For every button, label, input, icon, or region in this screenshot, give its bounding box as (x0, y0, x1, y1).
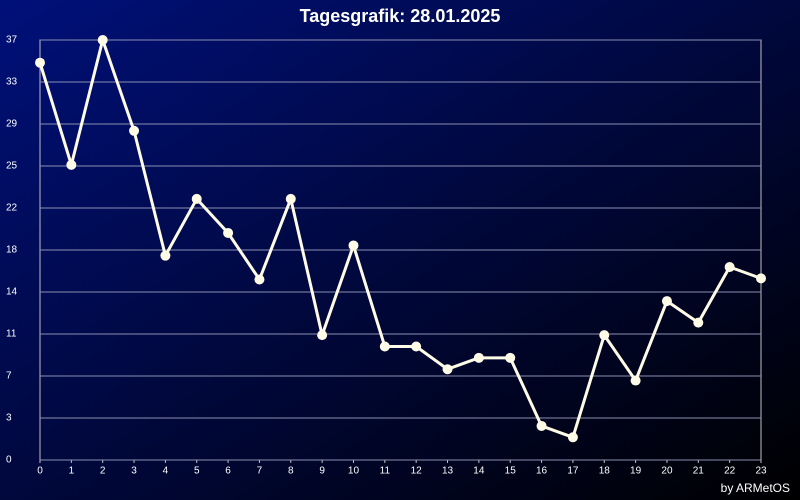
point (442, 364, 453, 375)
point (724, 262, 735, 273)
point (254, 274, 265, 285)
x-tick-label: 1 (69, 466, 75, 477)
x-tick-label: 2 (100, 466, 106, 477)
x-tick-label: 15 (505, 466, 517, 477)
y-tick-label: 33 (6, 77, 18, 88)
y-tick-label: 14 (6, 287, 18, 298)
point (630, 375, 641, 386)
x-tick-label: 20 (661, 466, 673, 477)
line (38, 38, 762, 439)
point (693, 317, 704, 328)
x-tick-label: 17 (567, 466, 579, 477)
x-tick-label: 19 (630, 466, 642, 477)
point (66, 159, 77, 170)
x-tick-label: 0 (37, 466, 43, 477)
y-tick-label: 7 (6, 371, 12, 382)
x-tick-label: 4 (163, 466, 169, 477)
point (599, 330, 610, 341)
point (129, 125, 140, 136)
x-tick-label: 7 (257, 466, 263, 477)
point (317, 330, 328, 341)
y-tick-label: 22 (6, 203, 18, 214)
x-tick-label: 12 (411, 466, 423, 477)
x-tick-label: 3 (131, 466, 137, 477)
x-tick-label: 23 (755, 466, 767, 477)
y-tick-label: 11 (6, 329, 17, 340)
point (35, 57, 45, 68)
x-tick-label: 9 (319, 466, 325, 477)
x-tick-label: 8 (288, 466, 294, 477)
point (661, 296, 672, 307)
x-tick-label: 5 (194, 466, 200, 477)
x-tick-label: 14 (473, 466, 485, 477)
point (223, 227, 234, 238)
x-tick-label: 22 (724, 466, 736, 477)
x-tick-label: 16 (536, 466, 548, 477)
point (567, 432, 578, 443)
x-tick-label: 13 (442, 466, 454, 477)
x-tick-label: 18 (599, 466, 611, 477)
y-tick-label: 37 (6, 35, 18, 46)
y-tick-label: 29 (6, 119, 18, 130)
point (160, 250, 171, 261)
y-tick-label: 18 (6, 245, 18, 256)
point (97, 35, 108, 45)
x-tick-label: 11 (380, 466, 391, 477)
chart-title: Tagesgrafik: 28.01.2025 (300, 6, 501, 26)
x-tick-label: 10 (348, 466, 360, 477)
y-tick-label: 3 (6, 413, 12, 424)
point (348, 240, 359, 251)
y-tick-label: 0 (6, 455, 12, 466)
point (379, 341, 390, 352)
point (411, 341, 422, 352)
y-tick-label: 25 (6, 161, 18, 172)
credit: by ARMetOS (721, 481, 790, 495)
point (191, 193, 202, 204)
point (756, 273, 766, 284)
x-tick-label: 21 (693, 466, 705, 477)
point (505, 352, 516, 363)
point (536, 420, 547, 431)
point (473, 352, 484, 363)
point (285, 193, 296, 204)
x-tick-label: 6 (225, 466, 231, 477)
